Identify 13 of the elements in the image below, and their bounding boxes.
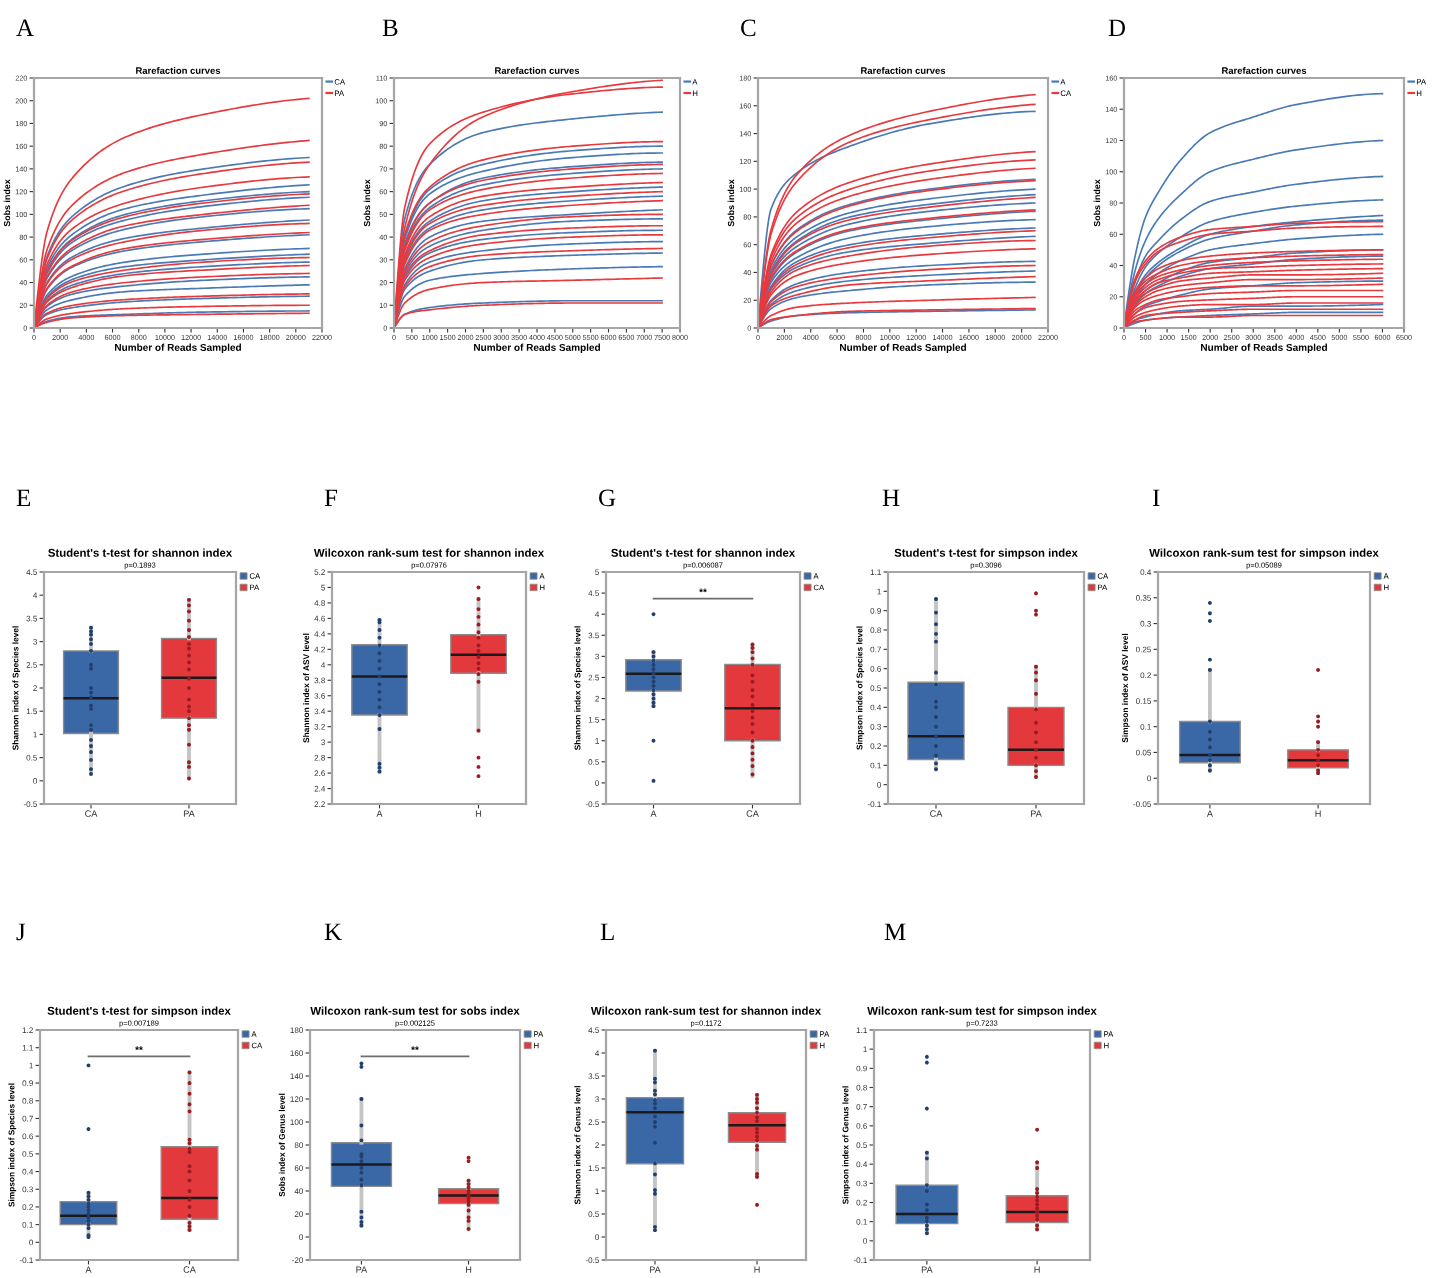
text: J <box>16 923 26 941</box>
text: M <box>884 923 906 941</box>
text: I <box>1152 489 1160 507</box>
text: G <box>599 489 616 507</box>
text: F <box>324 489 337 507</box>
text: B <box>382 19 398 37</box>
text: L <box>600 923 614 941</box>
text: D <box>1108 19 1126 37</box>
text: E <box>16 489 31 507</box>
text: A <box>16 19 34 37</box>
text: K <box>324 923 342 941</box>
text: H <box>882 489 900 507</box>
text: C <box>741 19 756 37</box>
